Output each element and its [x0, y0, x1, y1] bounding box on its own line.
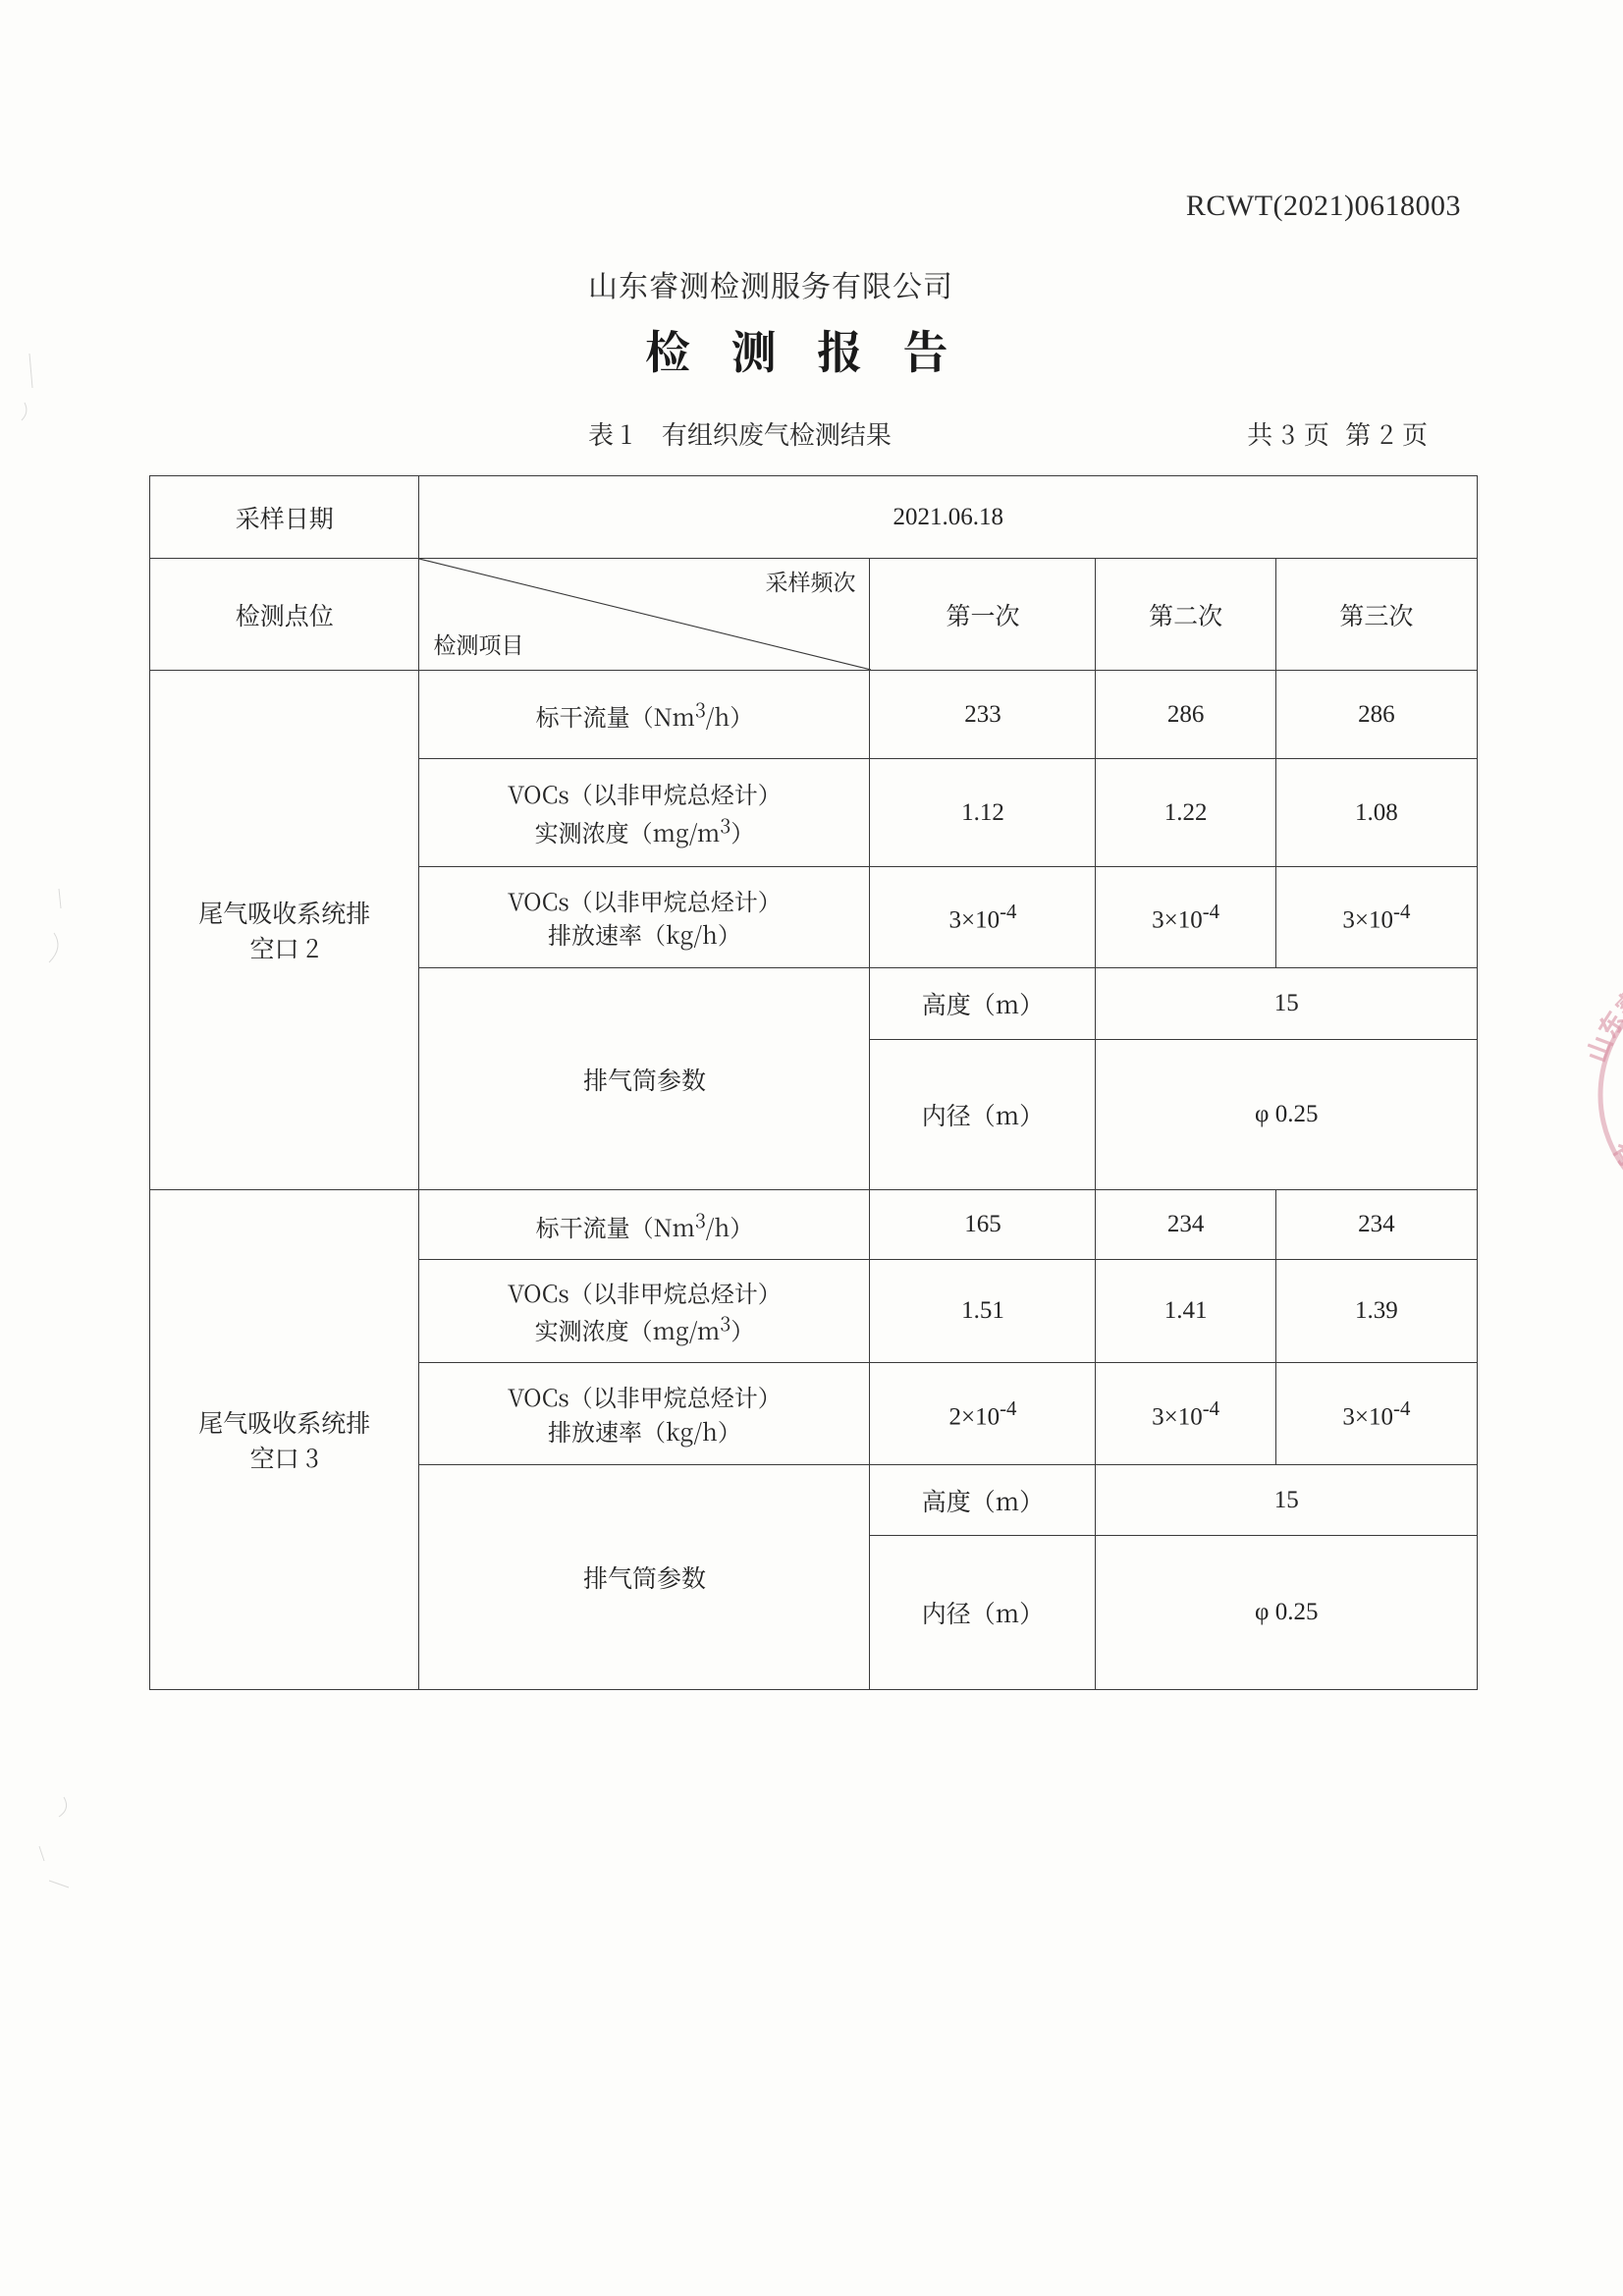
svg-text:有限公司验收专用章: 有限公司验收专用章 — [1604, 1133, 1623, 1227]
svg-text:山东睿测检测服务: 山东睿测检测服务 — [1577, 944, 1623, 1067]
